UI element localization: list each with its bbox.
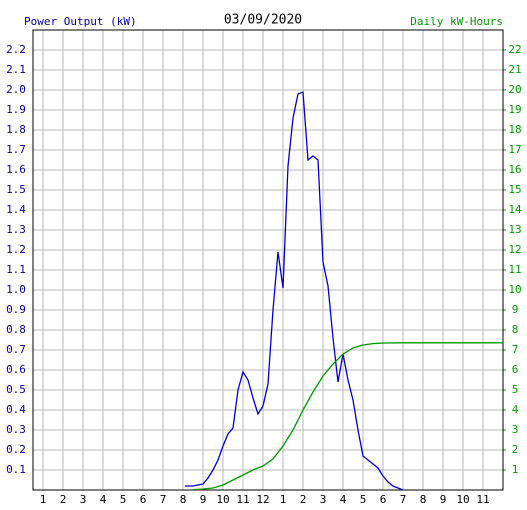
chart-title: 03/09/2020	[224, 13, 302, 28]
x-tick-label: 4	[100, 493, 107, 506]
y2-tick-label: 20	[508, 83, 521, 96]
y2-tick-label: 17	[508, 143, 521, 156]
y2-tick-label: 19	[508, 103, 521, 116]
y2-tick-label: 6	[512, 363, 519, 376]
y-axis-title: Power Output (kW)	[24, 15, 137, 28]
y2-tick-label: 8	[512, 323, 519, 336]
y-tick-label: 1.1	[6, 263, 26, 276]
y-tick-label: 0.6	[6, 363, 26, 376]
y-tick-label: 1.3	[6, 223, 26, 236]
x-tick-label: 11	[476, 493, 489, 506]
x-tick-label: 2	[60, 493, 67, 506]
x-tick-label: 5	[120, 493, 127, 506]
x-tick-label: 8	[420, 493, 427, 506]
y2-tick-label: 22	[508, 43, 521, 56]
y-tick-label: 0.2	[6, 443, 26, 456]
y-tick-label: 1.0	[6, 283, 26, 296]
y-tick-label: 1.8	[6, 123, 26, 136]
x-tick-label: 7	[400, 493, 407, 506]
y2-tick-label: 4	[512, 403, 519, 416]
y-tick-label: 1.6	[6, 163, 26, 176]
y-tick-label: 2.0	[6, 83, 26, 96]
y2-tick-label: 11	[508, 263, 521, 276]
y2-tick-label: 9	[512, 303, 519, 316]
y2-tick-label: 7	[512, 343, 519, 356]
series-line	[192, 342, 503, 491]
y-tick-label: 0.8	[6, 323, 26, 336]
y-tick-label: 1.9	[6, 103, 26, 116]
x-tick-label: 1	[40, 493, 47, 506]
y-tick-label: 1.2	[6, 243, 26, 256]
y-tick-label: 2.1	[6, 63, 26, 76]
y2-tick-label: 3	[512, 423, 519, 436]
y-tick-label: 0.9	[6, 303, 26, 316]
y2-tick-label: 18	[508, 123, 521, 136]
y-tick-label: 0.7	[6, 343, 26, 356]
y-tick-label: 1.5	[6, 183, 26, 196]
x-tick-label: 2	[300, 493, 307, 506]
y-tick-label: 0.3	[6, 423, 26, 436]
y2-tick-label: 14	[508, 203, 522, 216]
y2-tick-label: 13	[508, 223, 521, 236]
x-tick-label: 10	[456, 493, 469, 506]
x-tick-label: 3	[320, 493, 327, 506]
y-tick-label: 1.4	[6, 203, 26, 216]
x-tick-label: 3	[80, 493, 87, 506]
y2-tick-label: 5	[512, 383, 519, 396]
y2-tick-label: 10	[508, 283, 521, 296]
y-tick-label: 0.5	[6, 383, 26, 396]
plot-border	[32, 29, 504, 491]
x-tick-label: 8	[180, 493, 187, 506]
y2-tick-label: 21	[508, 63, 521, 76]
y-tick-label: 1.7	[6, 143, 26, 156]
y2-tick-label: 2	[512, 443, 519, 456]
x-tick-label: 9	[200, 493, 207, 506]
x-tick-label: 6	[380, 493, 387, 506]
x-tick-label: 11	[236, 493, 249, 506]
series-line	[185, 91, 404, 491]
x-tick-label: 12	[256, 493, 269, 506]
y2-tick-label: 16	[508, 163, 521, 176]
y-tick-label: 0.1	[6, 463, 26, 476]
x-tick-label: 9	[440, 493, 447, 506]
y2-tick-label: 15	[508, 183, 521, 196]
y-tick-label: 0.4	[6, 403, 26, 416]
y2-axis-title: Daily kW-Hours	[410, 15, 503, 28]
x-tick-label: 4	[340, 493, 347, 506]
x-tick-label: 1	[280, 493, 287, 506]
x-tick-label: 7	[160, 493, 167, 506]
y2-tick-label: 1	[512, 463, 519, 476]
y2-tick-label: 12	[508, 243, 521, 256]
x-tick-label: 5	[360, 493, 367, 506]
x-tick-label: 6	[140, 493, 147, 506]
y-tick-label: 2.2	[6, 43, 26, 56]
x-tick-label: 10	[216, 493, 229, 506]
